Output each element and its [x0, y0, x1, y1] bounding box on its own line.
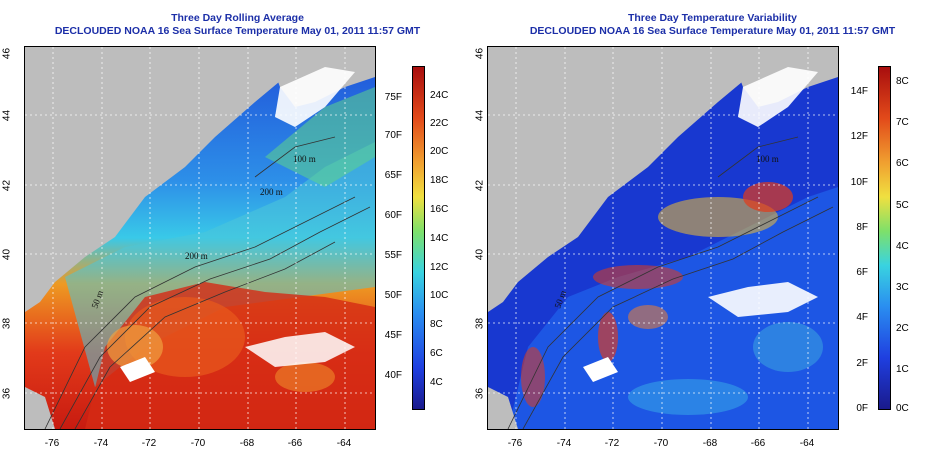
lon-tick: -64	[336, 438, 352, 449]
colorbar-f-tick: 12F	[850, 131, 868, 142]
lon-tick: -72	[604, 438, 620, 449]
lon-tick: -74	[93, 438, 109, 449]
colorbar-c-tick: 12C	[430, 262, 449, 273]
lat-tick: 36	[1, 387, 13, 400]
colorbar-c-tick: 10C	[430, 290, 449, 301]
right-subtitle: DECLOUDED NOAA 16 Sea Surface Temperatur…	[529, 25, 896, 37]
sst-variability-map: 100 m 50 m	[487, 46, 839, 430]
colorbar-c-tick: 0C	[896, 403, 909, 414]
lon-tick: -74	[556, 438, 572, 449]
lat-tick: 36	[474, 387, 486, 400]
contour-label: 100 m	[756, 154, 779, 164]
colorbar-c-tick: 4C	[430, 377, 443, 388]
lat-tick: 44	[474, 109, 486, 122]
colorbar-c-tick: 20C	[430, 146, 449, 157]
colorbar-c-tick: 22C	[430, 118, 449, 129]
colorbar-f-tick: 75F	[384, 92, 402, 103]
colorbar-f-tick: 45F	[384, 330, 402, 341]
lat-tick: 38	[1, 317, 13, 330]
colorbar-c-tick: 16C	[430, 204, 449, 215]
colorbar-f-tick: 40F	[384, 370, 402, 381]
right-title: Three Day Temperature Variability	[627, 12, 798, 24]
colorbar-c-tick: 2C	[896, 323, 909, 334]
lat-tick: 42	[1, 179, 13, 192]
colorbar-f-tick: 10F	[850, 177, 868, 188]
lon-tick: -70	[653, 438, 669, 449]
lon-tick: -66	[287, 438, 303, 449]
colorbar-f-tick: 50F	[384, 290, 402, 301]
colorbar-c-tick: 7C	[896, 117, 909, 128]
lat-tick: 40	[474, 248, 486, 261]
lat-tick: 44	[1, 109, 13, 122]
colorbar-f-tick: 0F	[856, 403, 868, 414]
lon-tick: -70	[190, 438, 206, 449]
colorbar-c-tick: 14C	[430, 233, 449, 244]
colorbar-f-tick: 8F	[856, 222, 868, 233]
right-panel: Three Day Temperature Variability DECLOU…	[475, 0, 950, 475]
colorbar-f-tick: 14F	[850, 86, 868, 97]
lon-tick: -66	[750, 438, 766, 449]
colorbar-c-tick: 24C	[430, 90, 449, 101]
colorbar-f-tick: 55F	[384, 250, 402, 261]
colorbar-f-tick: 4F	[856, 312, 868, 323]
lon-tick: -68	[239, 438, 255, 449]
contour-label: 200 m	[260, 187, 283, 197]
colorbar-c-tick: 1C	[896, 364, 909, 375]
lon-tick: -68	[702, 438, 718, 449]
left-panel: Three Day Rolling Average DECLOUDED NOAA…	[1, 12, 449, 449]
left-subtitle: DECLOUDED NOAA 16 Sea Surface Temperatur…	[54, 25, 421, 37]
variability-colorbar	[878, 66, 891, 410]
lat-tick: 46	[474, 47, 486, 60]
colorbar-c-tick: 3C	[896, 282, 909, 293]
lat-tick: 38	[474, 317, 486, 330]
colorbar-f-tick: 6F	[856, 267, 868, 278]
colorbar-c-tick: 8C	[430, 319, 443, 330]
lat-tick: 42	[474, 179, 486, 192]
lon-tick: -76	[507, 438, 523, 449]
colorbar-c-tick: 6C	[430, 348, 443, 359]
lon-tick: -76	[44, 438, 60, 449]
colorbar-f-tick: 70F	[384, 130, 402, 141]
left-title: Three Day Rolling Average	[171, 12, 304, 24]
contour-label: 100 m	[293, 154, 316, 164]
colorbar-f-tick: 65F	[384, 170, 402, 181]
colorbar-c-tick: 5C	[896, 200, 909, 211]
lat-tick: 40	[1, 248, 13, 261]
colorbar-f-tick: 60F	[384, 210, 402, 221]
colorbar-c-tick: 8C	[896, 76, 909, 87]
contour-label: 200 m	[185, 251, 208, 261]
colorbar-c-tick: 4C	[896, 241, 909, 252]
lat-tick: 46	[1, 47, 13, 60]
sst-colorbar	[412, 66, 425, 410]
lon-tick: -64	[799, 438, 815, 449]
colorbar-c-tick: 18C	[430, 175, 449, 186]
sst-average-map: 100 m 200 m 200 m 50 m	[24, 46, 376, 430]
colorbar-f-tick: 2F	[856, 358, 868, 369]
lon-tick: -72	[141, 438, 157, 449]
colorbar-c-tick: 6C	[896, 158, 909, 169]
